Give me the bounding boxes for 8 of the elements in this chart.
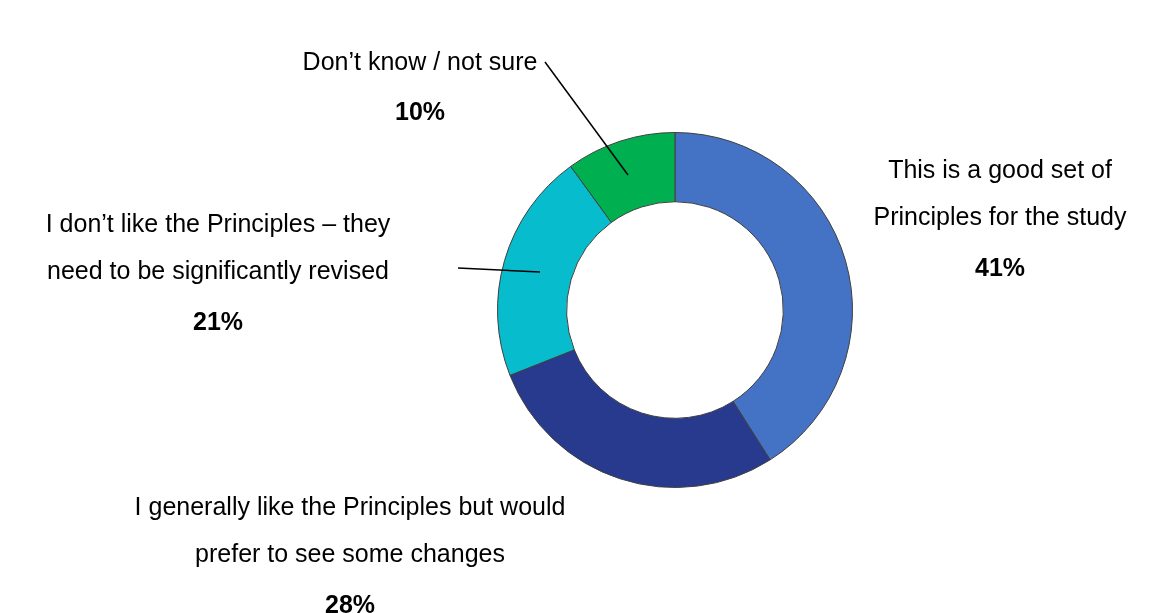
slice-label: Don’t know / not sure [302,47,538,75]
slice-label: This is a good set of Principles for the study [873,155,1127,230]
data-label: 21% [192,307,244,335]
data-label: 41% [974,253,1026,281]
slice-label: I don’t like the Principles – they need to be significantly revised [45,209,391,284]
data-label: 10% [394,97,446,125]
slice-label: I generally like the Principles but would prefer to see some changes [134,492,566,567]
data-label: 28% [324,590,376,613]
